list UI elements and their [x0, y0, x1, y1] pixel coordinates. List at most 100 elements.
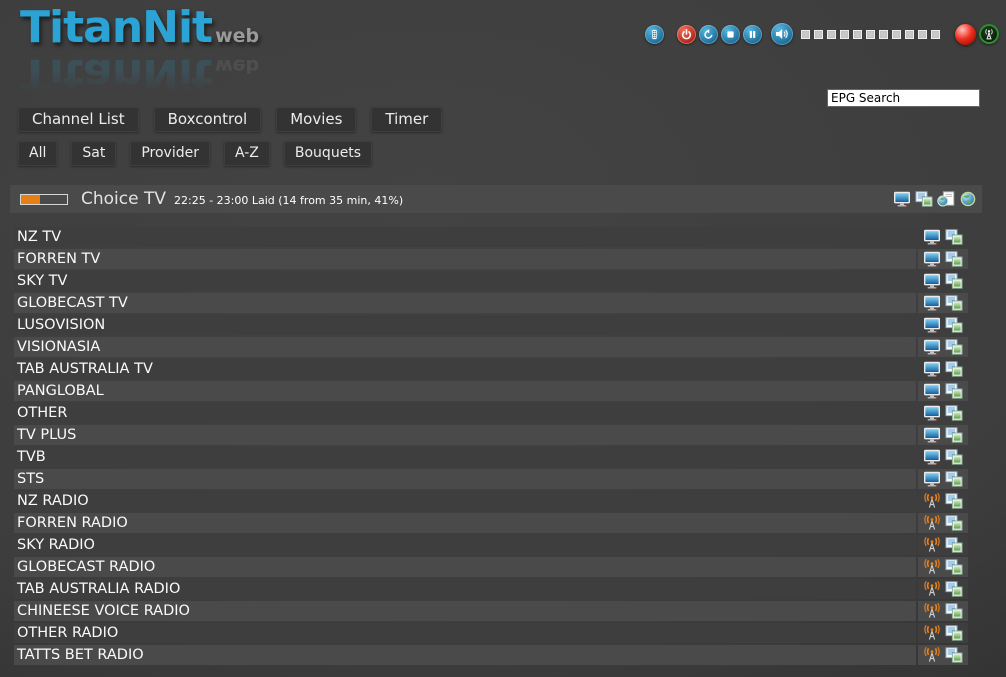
channel-name[interactable]: FORREN TV [14, 249, 916, 269]
channel-windows-icon[interactable] [945, 515, 963, 531]
radio-icon[interactable] [923, 537, 941, 553]
volume-block[interactable] [879, 29, 888, 39]
filter-sat-button[interactable]: Sat [71, 141, 117, 166]
tv-icon[interactable] [923, 383, 941, 399]
channel-windows-icon[interactable] [945, 317, 963, 333]
web-epg-icon[interactable] [937, 191, 955, 207]
refresh-button[interactable] [699, 24, 718, 44]
nav-boxcontrol-button[interactable]: Boxcontrol [153, 107, 262, 132]
channel-name[interactable]: TATTS BET RADIO [14, 645, 916, 665]
channel-windows-icon[interactable] [945, 471, 963, 487]
volume-block[interactable] [905, 29, 914, 39]
channel-name[interactable]: TAB AUSTRALIA TV [14, 359, 916, 379]
channel-name[interactable]: GLOBECAST TV [14, 293, 916, 313]
volume-block[interactable] [840, 29, 849, 39]
volume-block[interactable] [853, 29, 862, 39]
channel-name[interactable]: CHINEESE VOICE RADIO [14, 601, 916, 621]
tv-icon[interactable] [923, 427, 941, 443]
radio-icon[interactable] [923, 647, 941, 663]
stop-button[interactable] [721, 24, 740, 44]
tv-icon[interactable] [923, 361, 941, 377]
channel-name[interactable]: TVB [14, 447, 916, 467]
media-toolbar [645, 23, 999, 45]
tv-icon[interactable] [923, 229, 941, 245]
channel-windows-icon[interactable] [945, 295, 963, 311]
globe-icon[interactable] [959, 191, 977, 207]
radio-icon[interactable] [923, 515, 941, 531]
channel-name[interactable]: STS [14, 469, 916, 489]
tv-icon[interactable] [923, 251, 941, 267]
channel-windows-icon[interactable] [945, 559, 963, 575]
radio-icon[interactable] [923, 625, 941, 641]
volume-block[interactable] [801, 29, 810, 39]
pause-button[interactable] [743, 24, 762, 44]
epg-search-input[interactable] [827, 89, 980, 107]
volume-block[interactable] [931, 29, 940, 39]
tv-icon[interactable] [923, 317, 941, 333]
channel-name[interactable]: TAB AUSTRALIA RADIO [14, 579, 916, 599]
channel-windows-icon[interactable] [945, 229, 963, 245]
tv-icon[interactable] [923, 295, 941, 311]
channel-name[interactable]: NZ RADIO [14, 491, 916, 511]
channel-name[interactable]: OTHER [14, 403, 916, 423]
channel-row: CHINEESE VOICE RADIO [14, 601, 968, 621]
channel-windows-icon[interactable] [915, 191, 933, 207]
tv-icon[interactable] [923, 339, 941, 355]
volume-block[interactable] [892, 29, 901, 39]
channel-name[interactable]: GLOBECAST RADIO [14, 557, 916, 577]
channel-windows-icon[interactable] [945, 537, 963, 553]
remote-control-button[interactable] [645, 24, 664, 44]
channel-name[interactable]: SKY RADIO [14, 535, 916, 555]
channel-name[interactable]: OTHER RADIO [14, 623, 916, 643]
channel-windows-icon[interactable] [945, 581, 963, 597]
volume-block[interactable] [866, 29, 875, 39]
tv-icon[interactable] [923, 273, 941, 289]
tv-icon[interactable] [923, 449, 941, 465]
nav-movies-button[interactable]: Movies [276, 107, 357, 132]
filter-bouquets-button[interactable]: Bouquets [283, 141, 373, 166]
channel-name[interactable]: TV PLUS [14, 425, 916, 445]
power-icon [681, 28, 692, 39]
channel-row: FORREN TV [14, 249, 968, 269]
volume-mute-button[interactable] [771, 23, 793, 45]
channel-name[interactable]: FORREN RADIO [14, 513, 916, 533]
tv-icon[interactable] [923, 405, 941, 421]
radio-icon[interactable] [923, 493, 941, 509]
radio-icon[interactable] [923, 559, 941, 575]
current-channel-name: Choice TV [81, 189, 166, 209]
channel-name[interactable]: LUSOVISION [14, 315, 916, 335]
volume-block[interactable] [827, 29, 836, 39]
filter-provider-button[interactable]: Provider [130, 141, 210, 166]
channel-name[interactable]: SKY TV [14, 271, 916, 291]
channel-windows-icon[interactable] [945, 647, 963, 663]
channel-name[interactable]: NZ TV [14, 227, 916, 247]
nav-timer-button[interactable]: Timer [371, 107, 443, 132]
channel-windows-icon[interactable] [945, 427, 963, 443]
channel-name[interactable]: VISIONASIA [14, 337, 916, 357]
tv-icon[interactable] [893, 191, 911, 207]
volume-block[interactable] [814, 29, 823, 39]
radio-icon[interactable] [923, 581, 941, 597]
channel-windows-icon[interactable] [945, 339, 963, 355]
nav-channel-list-button[interactable]: Channel List [18, 107, 139, 132]
stream-button[interactable] [979, 24, 999, 44]
tv-icon[interactable] [923, 471, 941, 487]
channel-windows-icon[interactable] [945, 603, 963, 619]
channel-windows-icon[interactable] [945, 449, 963, 465]
channel-windows-icon[interactable] [945, 383, 963, 399]
channel-name[interactable]: PANGLOBAL [14, 381, 916, 401]
power-button[interactable] [677, 24, 696, 44]
channel-windows-icon[interactable] [945, 361, 963, 377]
channel-windows-icon[interactable] [945, 251, 963, 267]
channel-windows-icon[interactable] [945, 273, 963, 289]
channel-windows-icon[interactable] [945, 405, 963, 421]
radio-icon[interactable] [923, 603, 941, 619]
channel-windows-icon[interactable] [945, 625, 963, 641]
pause-icon [749, 30, 756, 38]
channel-windows-icon[interactable] [945, 493, 963, 509]
channel-actions [918, 315, 968, 335]
filter-az-button[interactable]: A-Z [223, 141, 270, 166]
filter-all-button[interactable]: All [18, 141, 58, 166]
volume-block[interactable] [918, 29, 927, 39]
